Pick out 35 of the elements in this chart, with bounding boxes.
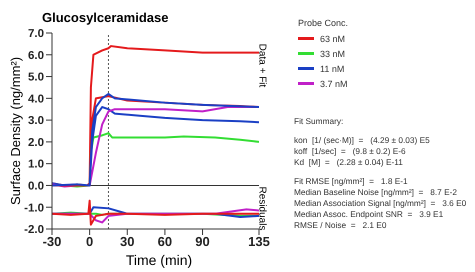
legend-label: 11 nM	[320, 64, 344, 74]
y-tick-label: 4.0	[28, 93, 44, 106]
text: kon [1/ (sec·M)] = (4.29 ± 0.03) E5	[294, 135, 431, 146]
annotation: Residuals	[256, 186, 268, 230]
y-tick-label: 0.0	[28, 180, 44, 193]
chart-title: Glucosylceramidase	[42, 10, 168, 25]
y-tick-label: 1.0	[28, 158, 44, 171]
text: RMSE / Noise = 2.1 E0	[294, 220, 388, 231]
x-tick-label: 90	[195, 234, 210, 250]
y-tick-label: 3.0	[28, 115, 44, 128]
x-tick-label: -30	[42, 234, 62, 250]
x-tick-label: 60	[158, 234, 172, 250]
legend-label: 33 nM	[320, 48, 346, 58]
annotation: Data + Fit	[256, 42, 268, 90]
text: Median Baseline Noise [ng/mm²] = 8.7 E-2	[294, 187, 458, 198]
legend-title: Probe Conc.	[298, 18, 348, 28]
legend-label: 63 nM	[320, 34, 346, 44]
y-tick-label: 2.0	[28, 136, 44, 149]
y-tick-label: 7.0	[28, 28, 44, 40]
text: Kd [M] = (2.28 ± 0.04) E-11	[294, 157, 404, 168]
legend-label: 3.7 nM	[320, 78, 348, 88]
text: Median Assoc. Endpoint SNR = 3.9 E1	[294, 209, 444, 220]
text: Fit Summary:	[294, 116, 344, 127]
x-tick-label: 0	[86, 234, 94, 250]
text: Fit RMSE [ng/mm²] = 1.8 E-1	[294, 176, 409, 187]
y-tick-label: -2.0	[24, 224, 44, 236]
x-tick-label: 30	[120, 234, 135, 250]
y-axis-title: Surface Density (ng/mm²)	[8, 56, 23, 208]
y-tick-label: 6.0	[28, 50, 44, 62]
x-tick-label: 135	[248, 234, 270, 250]
text: koff [1/sec] = (9.8 ± 0.2) E-6	[294, 146, 407, 157]
text: Median Association Signal [ng/mm²] = 3.6 E0	[294, 198, 466, 209]
x-axis-title: Time (min)	[124, 252, 194, 268]
y-tick-label: -1.0	[24, 202, 44, 214]
y-tick-label: 5.0	[28, 72, 44, 84]
